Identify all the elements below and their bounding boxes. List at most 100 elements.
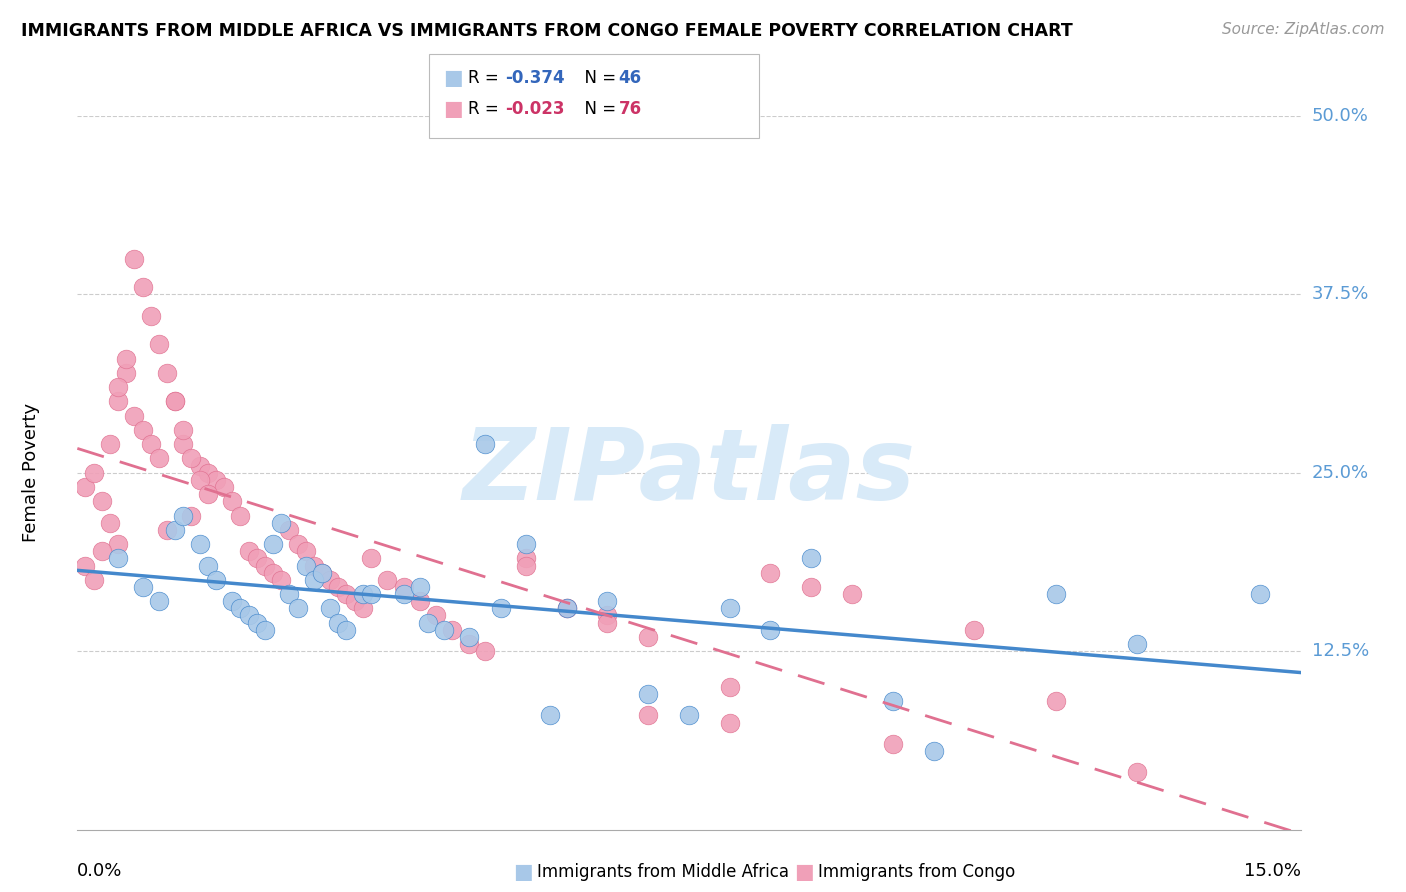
- Point: [165, 523, 187, 537]
- Text: -0.023: -0.023: [505, 100, 564, 118]
- Point: [1249, 587, 1271, 601]
- Point: [107, 394, 129, 409]
- Point: [131, 280, 153, 294]
- Text: Female Poverty: Female Poverty: [22, 403, 39, 542]
- Point: [441, 623, 464, 637]
- Point: [287, 601, 309, 615]
- Point: [165, 394, 187, 409]
- Point: [474, 437, 496, 451]
- Point: [197, 466, 219, 480]
- Point: [392, 580, 415, 594]
- Point: [416, 615, 439, 630]
- Text: ■: ■: [443, 99, 463, 119]
- Point: [205, 573, 228, 587]
- Point: [375, 573, 398, 587]
- Point: [287, 537, 309, 551]
- Text: ZIPatlas: ZIPatlas: [463, 425, 915, 521]
- Point: [922, 744, 945, 758]
- Point: [180, 451, 202, 466]
- Text: 12.5%: 12.5%: [1312, 642, 1369, 660]
- Point: [343, 594, 366, 608]
- Point: [165, 394, 187, 409]
- Text: R =: R =: [468, 70, 505, 87]
- Point: [212, 480, 235, 494]
- Point: [98, 437, 121, 451]
- Point: [409, 594, 432, 608]
- Point: [270, 573, 292, 587]
- Point: [800, 551, 823, 566]
- Point: [107, 551, 129, 566]
- Point: [188, 537, 211, 551]
- Point: [718, 715, 741, 730]
- Point: [425, 608, 447, 623]
- Point: [124, 409, 146, 423]
- Point: [229, 508, 252, 523]
- Point: [596, 608, 619, 623]
- Point: [246, 615, 269, 630]
- Text: 76: 76: [619, 100, 641, 118]
- Point: [278, 523, 301, 537]
- Point: [841, 587, 863, 601]
- Point: [83, 466, 105, 480]
- Point: [311, 566, 333, 580]
- Point: [1126, 637, 1149, 651]
- Point: [759, 623, 782, 637]
- Point: [718, 601, 741, 615]
- Point: [637, 708, 659, 723]
- Point: [491, 601, 513, 615]
- Point: [205, 473, 228, 487]
- Point: [148, 451, 170, 466]
- Point: [963, 623, 986, 637]
- Text: 50.0%: 50.0%: [1312, 107, 1368, 125]
- Point: [172, 423, 194, 437]
- Text: ■: ■: [794, 863, 814, 882]
- Point: [262, 537, 284, 551]
- Point: [139, 437, 162, 451]
- Point: [555, 601, 578, 615]
- Point: [515, 537, 537, 551]
- Point: [328, 615, 350, 630]
- Point: [148, 594, 170, 608]
- Point: [319, 573, 342, 587]
- Point: [229, 601, 252, 615]
- Point: [319, 601, 342, 615]
- Point: [148, 337, 170, 351]
- Point: [115, 366, 138, 380]
- Text: 0.0%: 0.0%: [77, 862, 122, 880]
- Text: 15.0%: 15.0%: [1243, 862, 1301, 880]
- Point: [352, 601, 374, 615]
- Point: [270, 516, 292, 530]
- Point: [718, 680, 741, 694]
- Point: [90, 494, 112, 508]
- Point: [172, 437, 194, 451]
- Point: [238, 544, 260, 558]
- Point: [800, 580, 823, 594]
- Point: [457, 637, 479, 651]
- Text: Source: ZipAtlas.com: Source: ZipAtlas.com: [1222, 22, 1385, 37]
- Point: [596, 615, 619, 630]
- Point: [433, 623, 456, 637]
- Point: [360, 587, 382, 601]
- Point: [156, 523, 179, 537]
- Text: N =: N =: [574, 70, 621, 87]
- Point: [596, 594, 619, 608]
- Point: [1045, 694, 1067, 708]
- Point: [474, 644, 496, 658]
- Text: R =: R =: [468, 100, 505, 118]
- Point: [83, 573, 105, 587]
- Text: ■: ■: [443, 69, 463, 88]
- Point: [278, 587, 301, 601]
- Point: [75, 480, 97, 494]
- Point: [1126, 765, 1149, 780]
- Point: [180, 508, 202, 523]
- Point: [131, 423, 153, 437]
- Point: [107, 537, 129, 551]
- Text: ■: ■: [513, 863, 533, 882]
- Point: [882, 737, 904, 751]
- Point: [637, 687, 659, 701]
- Point: [197, 487, 219, 501]
- Point: [107, 380, 129, 394]
- Text: 25.0%: 25.0%: [1312, 464, 1369, 482]
- Point: [156, 366, 179, 380]
- Point: [457, 630, 479, 644]
